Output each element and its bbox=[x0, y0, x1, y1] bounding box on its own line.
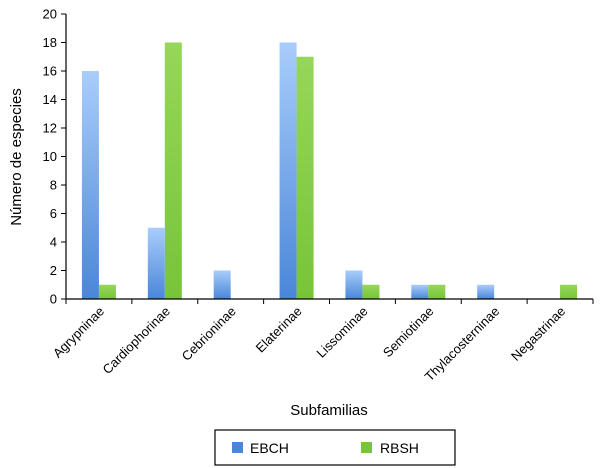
x-tick-label-lissominae: Lissominae bbox=[313, 304, 370, 361]
legend-box bbox=[214, 429, 456, 466]
y-tick-label: 10 bbox=[43, 149, 57, 164]
bar-ebch-agrypninae bbox=[81, 71, 99, 299]
x-tick-label-negastrinae: Negastrinae bbox=[508, 304, 568, 364]
y-tick-label: 6 bbox=[50, 206, 57, 221]
x-tick-label-elaterinae: Elaterinae bbox=[253, 304, 305, 356]
bar-ebch-thylacosterninae bbox=[477, 284, 495, 299]
y-tick-label: 0 bbox=[50, 292, 57, 307]
x-axis-title: Subfamilias bbox=[290, 402, 368, 419]
y-tick-label: 2 bbox=[50, 263, 57, 278]
legend-label-ebch: EBCH bbox=[250, 440, 289, 456]
bar-rbsh-cardiophorinae bbox=[164, 42, 182, 299]
bar-rbsh-negastrinae bbox=[560, 284, 578, 299]
bar-rbsh-agrypninae bbox=[98, 284, 116, 299]
bar-ebch-lissominae bbox=[345, 270, 363, 299]
y-ticks-group: 0 2 4 6 8 10 12 14 16 18 20 bbox=[43, 7, 66, 307]
bar-ebch-cardiophorinae bbox=[147, 227, 165, 299]
bar-ebch-cebrioninae bbox=[213, 270, 231, 299]
legend-swatch-ebch bbox=[232, 442, 243, 453]
y-tick-label: 12 bbox=[43, 121, 57, 136]
y-tick-label: 16 bbox=[43, 64, 57, 79]
legend-label-rbsh: RBSH bbox=[380, 440, 419, 456]
y-tick-label: 20 bbox=[43, 7, 57, 22]
axes-group bbox=[65, 14, 593, 300]
y-tick-label: 8 bbox=[50, 178, 57, 193]
y-tick-label: 14 bbox=[43, 92, 57, 107]
x-tick-label-agrypninae: Agrypninae bbox=[50, 304, 107, 361]
legend: EBCH RBSH bbox=[214, 429, 456, 466]
legend-swatch-rbsh bbox=[361, 442, 372, 453]
bar-rbsh-elaterinae bbox=[296, 56, 314, 299]
bar-ebch-semiotinae bbox=[411, 284, 429, 299]
x-tick-label-cardiophorinae: Cardiophorinae bbox=[99, 304, 172, 377]
y-tick-label: 18 bbox=[43, 35, 57, 50]
bars-group bbox=[81, 42, 578, 299]
x-tick-label-semiotinae: Semiotinae bbox=[380, 304, 437, 361]
bar-ebch-elaterinae bbox=[279, 42, 297, 299]
y-axis-title: Número de especies bbox=[8, 88, 25, 226]
y-tick-label: 4 bbox=[50, 235, 57, 250]
bar-rbsh-semiotinae bbox=[428, 284, 446, 299]
x-tick-label-cebrioninae: Cebrioninae bbox=[179, 304, 239, 364]
bar-rbsh-lissominae bbox=[362, 284, 380, 299]
